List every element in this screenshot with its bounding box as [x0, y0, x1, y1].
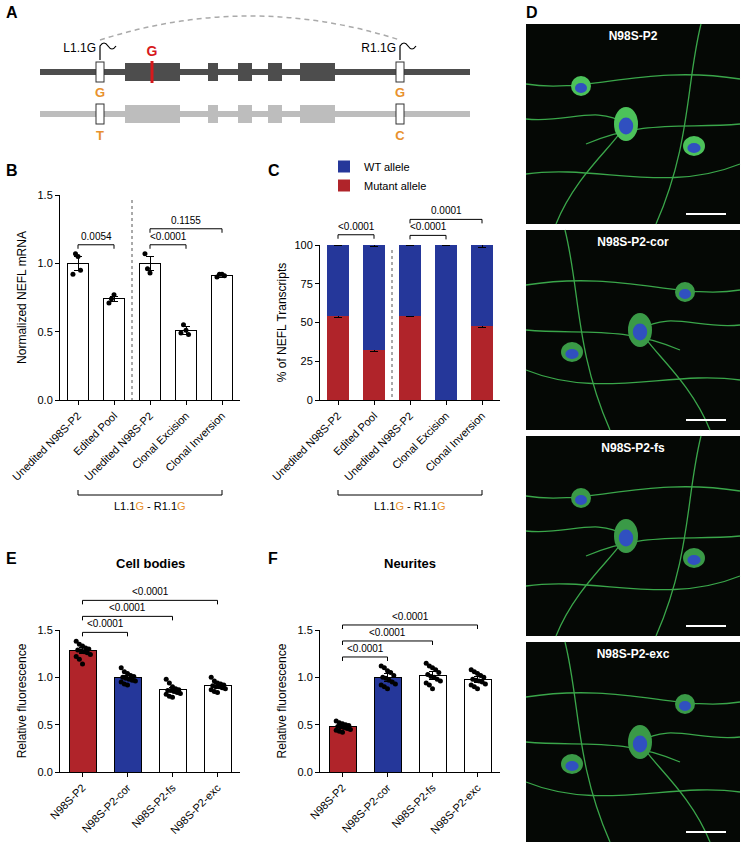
svg-text:1.0: 1.0 — [298, 671, 313, 683]
svg-text:<0.0001: <0.0001 — [87, 618, 124, 629]
svg-text:1.5: 1.5 — [38, 624, 53, 636]
svg-text:<0.0001: <0.0001 — [369, 627, 406, 638]
svg-text:Unedited N98S-P2: Unedited N98S-P2 — [10, 410, 83, 483]
svg-text:N98S-P2-cor: N98S-P2-cor — [79, 781, 133, 835]
svg-text:F: F — [268, 550, 278, 567]
svg-text:N98S-P2-fs: N98S-P2-fs — [129, 781, 178, 830]
svg-text:<0.0001: <0.0001 — [132, 586, 169, 597]
svg-text:Clonal Inversion: Clonal Inversion — [423, 410, 487, 474]
svg-text:0.1155: 0.1155 — [171, 215, 201, 226]
svg-text:T: T — [96, 128, 104, 143]
svg-text:E: E — [6, 550, 17, 567]
svg-text:WT allele: WT allele — [364, 161, 410, 173]
svg-text:1.5: 1.5 — [38, 189, 53, 201]
svg-text:N98S-P2-fs: N98S-P2-fs — [389, 781, 438, 830]
svg-text:100: 100 — [294, 239, 312, 251]
svg-text:0.0001: 0.0001 — [431, 205, 462, 216]
svg-text:1.5: 1.5 — [298, 624, 313, 636]
svg-text:0.5: 0.5 — [38, 719, 53, 731]
svg-text:<0.0001: <0.0001 — [347, 643, 384, 654]
svg-text:Mutant allele: Mutant allele — [364, 180, 426, 192]
svg-text:50: 50 — [301, 316, 313, 328]
svg-text:0.0054: 0.0054 — [81, 231, 112, 242]
svg-text:Cell bodies: Cell bodies — [116, 556, 185, 571]
svg-text:<0.0001: <0.0001 — [338, 221, 375, 232]
svg-text:Unedited N98S-P2: Unedited N98S-P2 — [270, 410, 343, 483]
svg-text:Edited Pool: Edited Pool — [71, 410, 119, 458]
svg-text:Unedited N98S-P2: Unedited N98S-P2 — [82, 410, 155, 483]
svg-text:<0.0001: <0.0001 — [150, 231, 187, 242]
svg-text:Clonal Excision: Clonal Excision — [130, 410, 192, 472]
svg-text:<0.0001: <0.0001 — [392, 611, 429, 622]
svg-text:Unedited N98S-P2: Unedited N98S-P2 — [342, 410, 415, 483]
svg-text:G: G — [395, 85, 405, 100]
svg-text:N98S-P2-exc: N98S-P2-exc — [428, 781, 483, 836]
svg-text:R1.1G: R1.1G — [361, 41, 396, 55]
svg-text:% of NEFL Transcripts: % of NEFL Transcripts — [275, 263, 289, 383]
svg-text:1.0: 1.0 — [38, 257, 53, 269]
svg-text:Normalized NEFL mRNA: Normalized NEFL mRNA — [15, 231, 29, 364]
svg-text:Clonal Inversion: Clonal Inversion — [163, 410, 227, 474]
svg-text:0: 0 — [307, 394, 313, 406]
svg-text:Relative fluorescence: Relative fluorescence — [15, 643, 29, 758]
svg-text:N98S-P2-cor: N98S-P2-cor — [339, 781, 393, 835]
svg-text:0.5: 0.5 — [38, 326, 53, 338]
svg-text:L1.1G: L1.1G — [63, 41, 96, 55]
svg-text:Neurites: Neurites — [384, 556, 436, 571]
svg-text:<0.0001: <0.0001 — [410, 221, 447, 232]
svg-text:<0.0001: <0.0001 — [109, 602, 146, 613]
svg-text:N98S-P2-cor: N98S-P2-cor — [597, 235, 669, 249]
svg-text:N98S-P2: N98S-P2 — [609, 29, 658, 43]
svg-text:25: 25 — [301, 355, 313, 367]
svg-text:75: 75 — [301, 278, 313, 290]
svg-text:Relative fluorescence: Relative fluorescence — [275, 643, 289, 758]
svg-text:N98S-P2: N98S-P2 — [48, 782, 88, 822]
svg-text:Edited Pool: Edited Pool — [331, 410, 379, 458]
svg-text:N98S-P2-exc: N98S-P2-exc — [597, 647, 670, 661]
svg-text:0.0: 0.0 — [38, 394, 53, 406]
svg-text:A: A — [6, 4, 18, 21]
svg-text:0.5: 0.5 — [298, 719, 313, 731]
svg-text:N98S-P2-fs: N98S-P2-fs — [601, 441, 665, 455]
svg-text:1.0: 1.0 — [38, 671, 53, 683]
svg-text:0.0: 0.0 — [38, 766, 53, 778]
svg-text:C: C — [268, 162, 280, 179]
svg-text:B: B — [6, 162, 18, 179]
svg-text:D: D — [526, 4, 538, 21]
svg-text:L1.1G - R1.1G: L1.1G - R1.1G — [374, 500, 446, 512]
svg-text:N98S-P2-exc: N98S-P2-exc — [168, 781, 223, 836]
svg-text:0.0: 0.0 — [298, 766, 313, 778]
svg-text:G: G — [95, 85, 105, 100]
svg-text:C: C — [395, 128, 405, 143]
svg-text:Clonal Excision: Clonal Excision — [390, 410, 452, 472]
svg-text:N98S-P2: N98S-P2 — [308, 782, 348, 822]
svg-text:L1.1G - R1.1G: L1.1G - R1.1G — [114, 500, 186, 512]
svg-text:G: G — [147, 43, 158, 59]
